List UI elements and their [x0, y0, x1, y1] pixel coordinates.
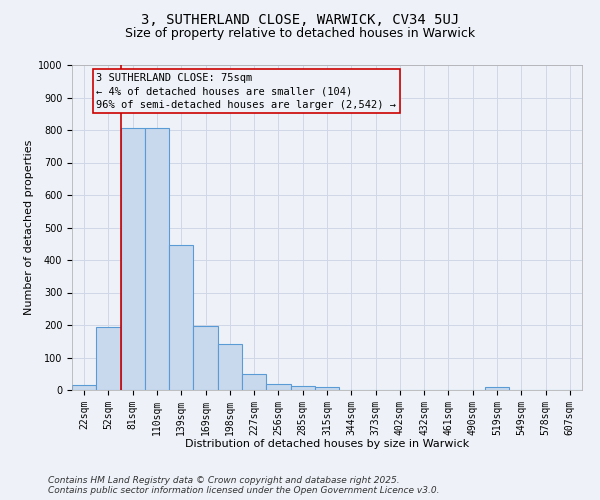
X-axis label: Distribution of detached houses by size in Warwick: Distribution of detached houses by size … — [185, 439, 469, 449]
Y-axis label: Number of detached properties: Number of detached properties — [23, 140, 34, 315]
Text: Contains HM Land Registry data © Crown copyright and database right 2025.
Contai: Contains HM Land Registry data © Crown c… — [48, 476, 439, 495]
Bar — [72, 385, 96, 390]
Bar — [121, 128, 145, 390]
Bar — [242, 374, 266, 390]
Bar — [145, 128, 169, 390]
Bar — [169, 246, 193, 390]
Bar — [218, 344, 242, 390]
Bar — [266, 384, 290, 390]
Bar — [193, 326, 218, 390]
Text: Size of property relative to detached houses in Warwick: Size of property relative to detached ho… — [125, 28, 475, 40]
Bar — [485, 388, 509, 390]
Bar — [96, 326, 121, 390]
Text: 3, SUTHERLAND CLOSE, WARWICK, CV34 5UJ: 3, SUTHERLAND CLOSE, WARWICK, CV34 5UJ — [141, 12, 459, 26]
Bar — [315, 387, 339, 390]
Text: 3 SUTHERLAND CLOSE: 75sqm
← 4% of detached houses are smaller (104)
96% of semi-: 3 SUTHERLAND CLOSE: 75sqm ← 4% of detach… — [96, 73, 396, 110]
Bar — [290, 386, 315, 390]
